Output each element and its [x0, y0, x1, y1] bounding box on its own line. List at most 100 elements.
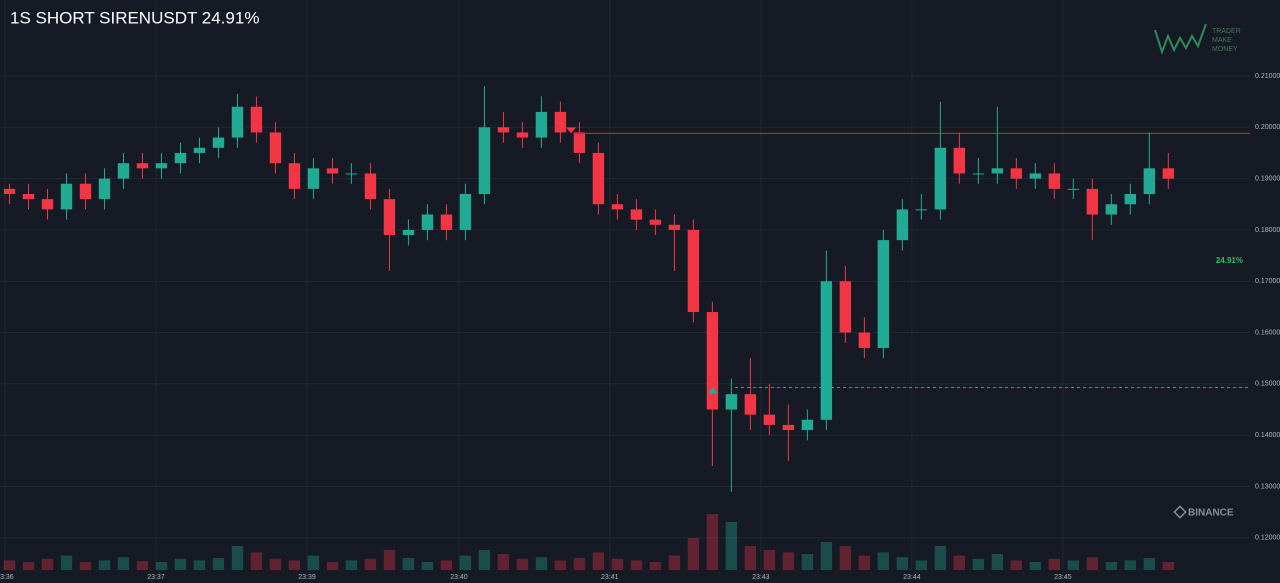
candle-body [801, 419, 814, 431]
volume-bar [668, 555, 681, 570]
volume-bar [402, 558, 415, 570]
y-tick-label: 0.17000 [1255, 278, 1280, 285]
candle-body [402, 229, 415, 236]
overlay [566, 127, 1250, 394]
volume-bar [896, 557, 909, 570]
y-tick-label: 0.20000 [1255, 124, 1280, 131]
candle-body [421, 214, 434, 230]
x-tick-label: 23:36 [0, 574, 14, 581]
candle-body [117, 163, 130, 179]
volume-bar [307, 555, 320, 570]
volume-bar [630, 560, 643, 570]
volume-bar [421, 562, 434, 570]
candle-body [1067, 188, 1080, 190]
logo-text: MAKE [1212, 37, 1232, 44]
candle-body [763, 414, 776, 425]
volume-bar [478, 550, 491, 570]
candle-body [478, 127, 491, 194]
exit-marker [708, 387, 718, 394]
x-tick-label: 23:40 [450, 574, 468, 581]
candle-body [611, 204, 624, 210]
candle-body [630, 209, 643, 220]
candle-body [934, 147, 947, 210]
volume-bar [440, 560, 453, 570]
logo-mark [1154, 23, 1207, 56]
candle-body [383, 199, 396, 236]
volume-bar [801, 554, 814, 570]
volume-bar [934, 546, 947, 570]
logo-text: TRADER [1212, 28, 1241, 35]
candle-body [22, 193, 35, 200]
candle-body [1124, 193, 1137, 205]
volume-bar [364, 558, 377, 570]
volume-bar [915, 560, 928, 570]
candle-body [440, 214, 453, 230]
volume-bar [953, 555, 966, 570]
candle-body [307, 168, 320, 189]
volume-bar [3, 560, 16, 570]
candle-body [269, 132, 282, 164]
volume-bar [991, 554, 1004, 570]
candle-body [744, 394, 757, 415]
volume-bar [858, 555, 871, 570]
chart-title: 1S SHORT SIRENUSDT 24.91% [10, 8, 259, 27]
candle-body [136, 163, 149, 169]
volume-bar [60, 555, 73, 570]
volume-bar [155, 562, 168, 570]
candle-body [649, 219, 662, 225]
volume-bar [345, 560, 358, 570]
candle-body [459, 193, 472, 230]
candle-body [896, 209, 909, 241]
volume-bar [79, 562, 92, 570]
candle-body [1029, 173, 1042, 179]
candle-body [877, 240, 890, 348]
volume-bar [41, 558, 54, 570]
volume-bar [725, 522, 738, 570]
x-tick-label: 23:37 [147, 574, 165, 581]
volume-bar [820, 542, 833, 570]
candle-body [345, 173, 358, 175]
candle-body [364, 173, 377, 200]
candle-body [592, 152, 605, 205]
logo-text: MONEY [1212, 46, 1238, 53]
volume-bar [1162, 562, 1175, 570]
volume-bar [535, 557, 548, 570]
volume-bar [193, 560, 206, 570]
candle-body [725, 394, 738, 410]
candle-body [573, 132, 586, 153]
x-tick-label: 23:43 [752, 574, 770, 581]
volume-bar [573, 558, 586, 570]
candle-body [60, 183, 73, 210]
candle-body [782, 424, 795, 431]
candle-body [535, 111, 548, 138]
y-tick-label: 0.14000 [1255, 432, 1280, 439]
volume-bar [174, 558, 187, 570]
y-tick-label: 0.15000 [1255, 381, 1280, 388]
pnl-label: 24.91% [1216, 256, 1243, 265]
watermark: BINANCE [1188, 508, 1234, 519]
y-tick-label: 0.16000 [1255, 329, 1280, 336]
candle-body [1162, 168, 1175, 179]
volume-bar [136, 561, 149, 570]
candle-body [193, 147, 206, 153]
volume-bar [649, 562, 662, 570]
candle-body [250, 106, 263, 133]
volume-bar [516, 558, 529, 570]
volume-bar [1143, 558, 1156, 570]
volume-bar [212, 558, 225, 570]
candle-body [668, 224, 681, 230]
volume-bar [326, 562, 339, 570]
y-tick-label: 0.18000 [1255, 227, 1280, 234]
volume-bar [554, 560, 567, 570]
volume-bar [22, 562, 35, 570]
candle-body [915, 209, 928, 211]
volume-bar [706, 514, 719, 570]
y-tick-label: 0.13000 [1255, 483, 1280, 490]
watermark-icon [1173, 505, 1187, 519]
candle-body [858, 332, 871, 348]
volume-bar [972, 558, 985, 570]
candle-body [1105, 204, 1118, 215]
candle-body [953, 147, 966, 174]
